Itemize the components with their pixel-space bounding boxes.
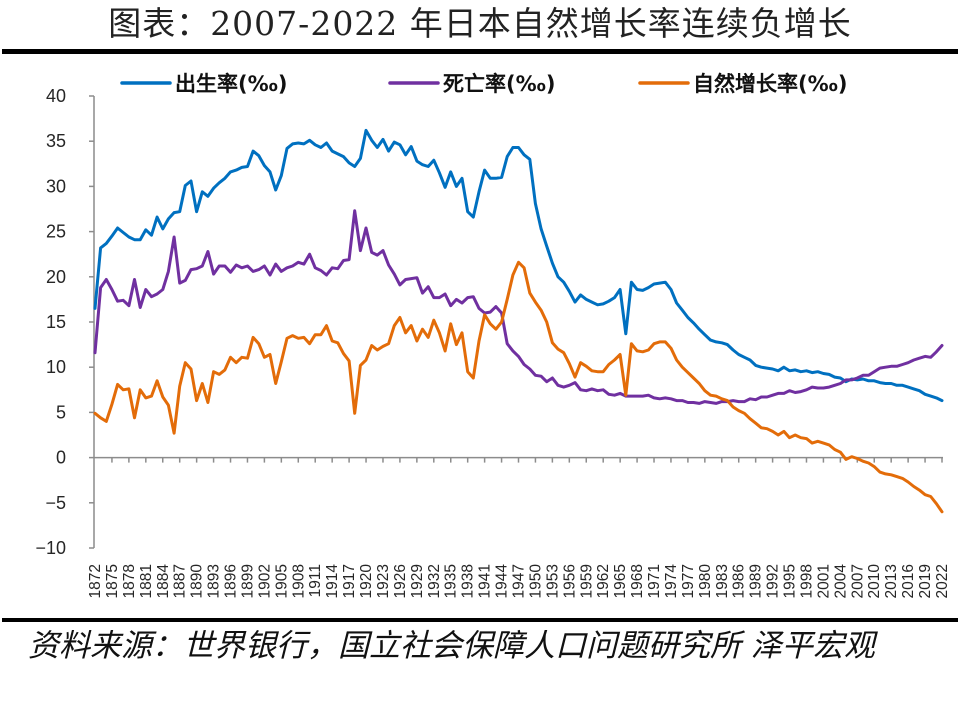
x-tick-label: 1935	[443, 564, 460, 598]
x-tick-label: 1971	[646, 564, 663, 598]
chart-legend: 出生率(‰) 死亡率(‰) 自然增长率(‰)	[120, 72, 847, 96]
x-tick-label: 1950	[527, 564, 544, 599]
x-tick-label: 1959	[578, 564, 595, 598]
x-tick-label: 1890	[189, 564, 206, 599]
x-tick-label: 2004	[832, 564, 849, 599]
x-tick-label: 1962	[595, 564, 612, 598]
y-tick-label: 5	[56, 402, 66, 422]
x-tick-label: 1983	[714, 564, 731, 598]
x-tick-label: 1893	[206, 564, 223, 598]
x-tick-label: 1977	[680, 564, 697, 598]
x-tick-label: 1923	[375, 564, 392, 598]
x-tick-label: 1986	[731, 564, 748, 598]
series-line-2	[93, 260, 944, 514]
x-tick-label: 1881	[138, 564, 155, 598]
y-tick-label: 25	[46, 222, 66, 242]
x-tick-label: 1896	[223, 564, 240, 598]
line-chart: 出生率(‰) 死亡率(‰) 自然增长率(‰) 40 35 30 25 20 15 10 5 0 −5 −…	[35, 72, 951, 599]
x-tick-label: 2007	[849, 564, 866, 598]
x-tick-label: 1902	[256, 564, 273, 598]
x-tick-label: 1965	[612, 564, 629, 598]
y-tick-label: 15	[46, 312, 66, 332]
series-line-1	[93, 209, 944, 405]
x-tick-label: 1941	[477, 564, 494, 598]
x-tick-label: 1938	[460, 564, 477, 598]
x-tick-label: 1932	[426, 564, 443, 598]
x-tick-label: 1905	[273, 564, 290, 598]
x-tick-label: 1953	[544, 564, 561, 598]
x-tick-label: 1968	[629, 564, 646, 598]
y-tick-label: −5	[45, 493, 66, 513]
x-tick-label: 2010	[866, 564, 883, 599]
x-tick-label: 1947	[511, 564, 528, 598]
x-tick-label: 1992	[765, 564, 782, 598]
x-tick-label: 2013	[883, 564, 900, 598]
x-tick-label: 1917	[341, 564, 358, 598]
x-tick-label: 1998	[798, 564, 815, 598]
x-tick-label: 1980	[697, 564, 714, 599]
x-tick-label: 2019	[917, 564, 934, 598]
x-tick-label: 1974	[663, 564, 680, 599]
x-tick-label: 1929	[409, 564, 426, 598]
x-tick-label: 1944	[494, 564, 511, 599]
y-axis: 40 35 30 25 20 15 10 5 0 −5 −10	[35, 86, 95, 558]
x-tick-label: 1920	[358, 564, 375, 599]
y-tick-label: −10	[35, 538, 66, 558]
x-tick-label: 1926	[392, 564, 409, 598]
x-tick-label: 1908	[290, 564, 307, 598]
x-tick-label: 1995	[782, 564, 799, 598]
x-tick-label: 1878	[121, 564, 138, 598]
x-tick-label: 1887	[172, 564, 189, 598]
y-tick-label: 20	[46, 267, 66, 287]
x-tick-label: 1899	[239, 564, 256, 598]
title-divider	[2, 49, 958, 54]
x-tick-label: 1989	[748, 564, 765, 598]
y-tick-label: 30	[46, 176, 66, 196]
x-tick-label: 2022	[934, 564, 951, 598]
x-tick-label: 2001	[815, 564, 832, 598]
x-tick-label: 1872	[87, 564, 104, 598]
footer-divider	[2, 618, 958, 622]
legend-label: 自然增长率(‰)	[693, 72, 847, 96]
legend-label: 出生率(‰)	[175, 72, 287, 96]
x-tick-label: 1911	[307, 564, 324, 597]
y-tick-label: 10	[46, 357, 66, 377]
y-tick-label: 0	[56, 448, 66, 468]
y-tick-label: 40	[46, 86, 66, 106]
x-tick-label: 2016	[900, 564, 917, 598]
source-note: 资料来源：世界银行，国立社会保障人口问题研究所 泽平宏观	[28, 628, 875, 664]
x-tick-label: 1875	[104, 564, 121, 598]
series-line-0	[93, 128, 944, 403]
legend-label: 死亡率(‰)	[443, 72, 555, 96]
x-tick-label: 1884	[155, 564, 172, 599]
x-axis: 1872 1875 1878 1881 1884 1887 1890 1893 1896 1899…	[87, 456, 951, 599]
y-tick-label: 35	[46, 131, 66, 151]
x-tick-label: 1914	[324, 564, 341, 599]
series-lines	[93, 128, 944, 514]
chart-title: 图表：2007-2022 年日本自然增长率连续负增长	[108, 4, 852, 43]
x-tick-label: 1956	[561, 564, 578, 598]
